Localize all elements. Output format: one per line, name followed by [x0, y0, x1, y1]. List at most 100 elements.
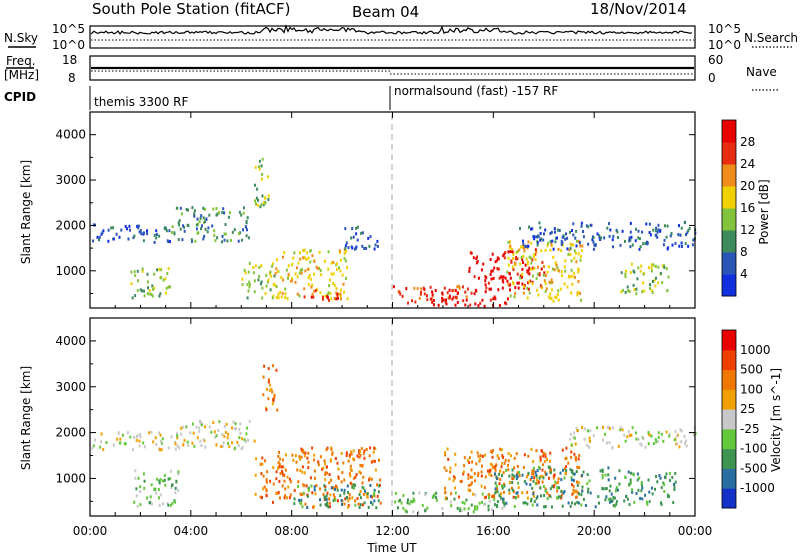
scatter-band-6 [274, 248, 349, 301]
scatter-band-3 [133, 469, 180, 508]
noise-left-tick-high: 10^5 [52, 22, 85, 36]
cpid-segment-2-label: normalsound (fast) -157 RF [394, 84, 558, 98]
scatter-band-5 [254, 157, 270, 209]
y-tick-label: 4000 [55, 334, 86, 348]
colorbar-swatch [722, 252, 736, 275]
power-y-axis: 1000 2000 3000 4000 [55, 128, 695, 294]
frequency-panel-frame [89, 55, 696, 81]
velocity-colorbar: -1000 -500 -100 -25 25 100 500 1000 [721, 329, 775, 509]
colorbar-tick-label: 100 [740, 382, 763, 396]
scatter-band-12 [623, 470, 677, 507]
x-tick-label: 00:00 [73, 524, 108, 538]
colorbar-frame [721, 329, 737, 509]
y-tick-label: 3000 [55, 173, 86, 187]
noise-left-tick-low: 10^0 [52, 38, 85, 52]
colorbar-swatch [722, 120, 736, 143]
scatter-band-7 [293, 483, 381, 510]
colorbar-tick-label: 500 [740, 363, 763, 377]
colorbar-swatch [722, 428, 736, 450]
scatter-band-2 [180, 419, 256, 451]
n-sky-label: N.Sky [4, 31, 38, 45]
noise-right-tick-low: 10^0 [708, 38, 741, 52]
y-tick-label: 2000 [55, 426, 86, 440]
colorbar-swatch [722, 142, 736, 165]
colorbar-swatch [722, 468, 736, 489]
scatter-band-6 [292, 446, 382, 509]
x-tick-label: 12:00 [375, 524, 410, 538]
colorbar-frame [721, 119, 737, 297]
nave-label: Nave [746, 65, 777, 79]
velocity-scatter-cells [91, 364, 697, 514]
y-tick-label: 3000 [55, 380, 86, 394]
scatter-band-4 [241, 262, 276, 300]
freq-left-tick-low: 8 [68, 71, 76, 85]
colorbar-tick-label: 16 [740, 201, 755, 215]
n-search-label: N.Search [744, 31, 798, 45]
scatter-band-11 [569, 425, 697, 450]
colorbar-tick-label: 4 [740, 267, 748, 281]
velocity-panel-frame [89, 317, 696, 517]
noise-sky-trace [90, 24, 693, 36]
colorbar-tick-label: 20 [740, 179, 755, 193]
colorbar-tick-label: 28 [740, 135, 755, 149]
colorbar-swatch [722, 186, 736, 209]
colorbar-tick-label: 24 [740, 157, 755, 171]
freq-label-line1: Freq. [6, 54, 36, 68]
colorbar-tick-label: -25 [740, 422, 760, 436]
power-y-axis-label: Slant Range [km] [19, 160, 33, 264]
power-scatter-cells [92, 157, 697, 308]
colorbar-swatch [722, 369, 736, 390]
colorbar-tick-label: 1000 [740, 343, 771, 357]
x-tick-label: 00:00 [678, 524, 713, 538]
colorbar-tick-label: -500 [740, 461, 767, 475]
noise-sky-line [90, 24, 693, 36]
scatter-band-2 [130, 267, 171, 300]
freq-right-tick-low: 0 [708, 71, 716, 85]
colorbar-swatch [722, 164, 736, 187]
freq-left-tick-high: 18 [62, 53, 77, 67]
y-tick-label: 4000 [55, 128, 86, 142]
y-tick-label: 2000 [55, 218, 86, 232]
velocity-colorbar-label: Velocity [m s^-1] [769, 368, 783, 472]
power-panel: 1000 2000 3000 4000 Slant Range [km] 4 8 12 16… [19, 111, 771, 309]
colorbar-swatch [722, 274, 736, 297]
colorbar-swatch [722, 230, 736, 253]
colorbar-swatch [722, 389, 736, 410]
colorbar-tick-label: 12 [740, 223, 755, 237]
colorbar-tick-label: -100 [740, 442, 767, 456]
x-tick-label: 08:00 [274, 524, 309, 538]
scatter-band-3 [171, 206, 250, 244]
scatter-band-8 [344, 225, 379, 251]
x-tick-label: 16:00 [476, 524, 511, 538]
scatter-band-10 [493, 465, 621, 509]
colorbar-swatch [722, 208, 736, 231]
noise-right-tick-high: 10^5 [708, 22, 741, 36]
colorbar-swatch [722, 448, 736, 469]
scatter-band-7 [303, 289, 342, 302]
scatter-band-8 [394, 491, 506, 514]
scatter-band-1 [92, 223, 171, 244]
colorbar-tick-label: 25 [740, 402, 755, 416]
velocity-y-axis-label: Slant Range [km] [19, 366, 33, 470]
freq-right-tick-high: 60 [708, 53, 723, 67]
colorbar-swatch [722, 488, 736, 509]
scatter-band-5 [262, 364, 279, 412]
x-tick-label: 04:00 [174, 524, 209, 538]
cpid-segment-1-label: themis 3300 RF [94, 95, 188, 109]
time-x-axis: 00:00 04:00 08:00 12:00 16:00 20:00 00:00 [73, 112, 713, 538]
velocity-y-axis: 1000 2000 3000 4000 [55, 334, 695, 502]
beam-label: Beam 04 [352, 3, 419, 21]
scatter-band-10 [430, 289, 509, 308]
scatter-band-4 [254, 450, 294, 504]
colorbar-swatch [722, 349, 736, 371]
freq-label-line2: [MHz] [4, 68, 39, 82]
cpid-panel: CPID themis 3300 RF normalsound (fast) -… [4, 84, 558, 110]
x-axis-label: Time UT [366, 541, 417, 554]
colorbar-swatch [722, 409, 736, 430]
colorbar-tick-label: -1000 [740, 481, 775, 495]
colorbar-tick-label: 8 [740, 245, 748, 259]
x-tick-label: 20:00 [577, 524, 612, 538]
y-tick-label: 1000 [55, 264, 86, 278]
